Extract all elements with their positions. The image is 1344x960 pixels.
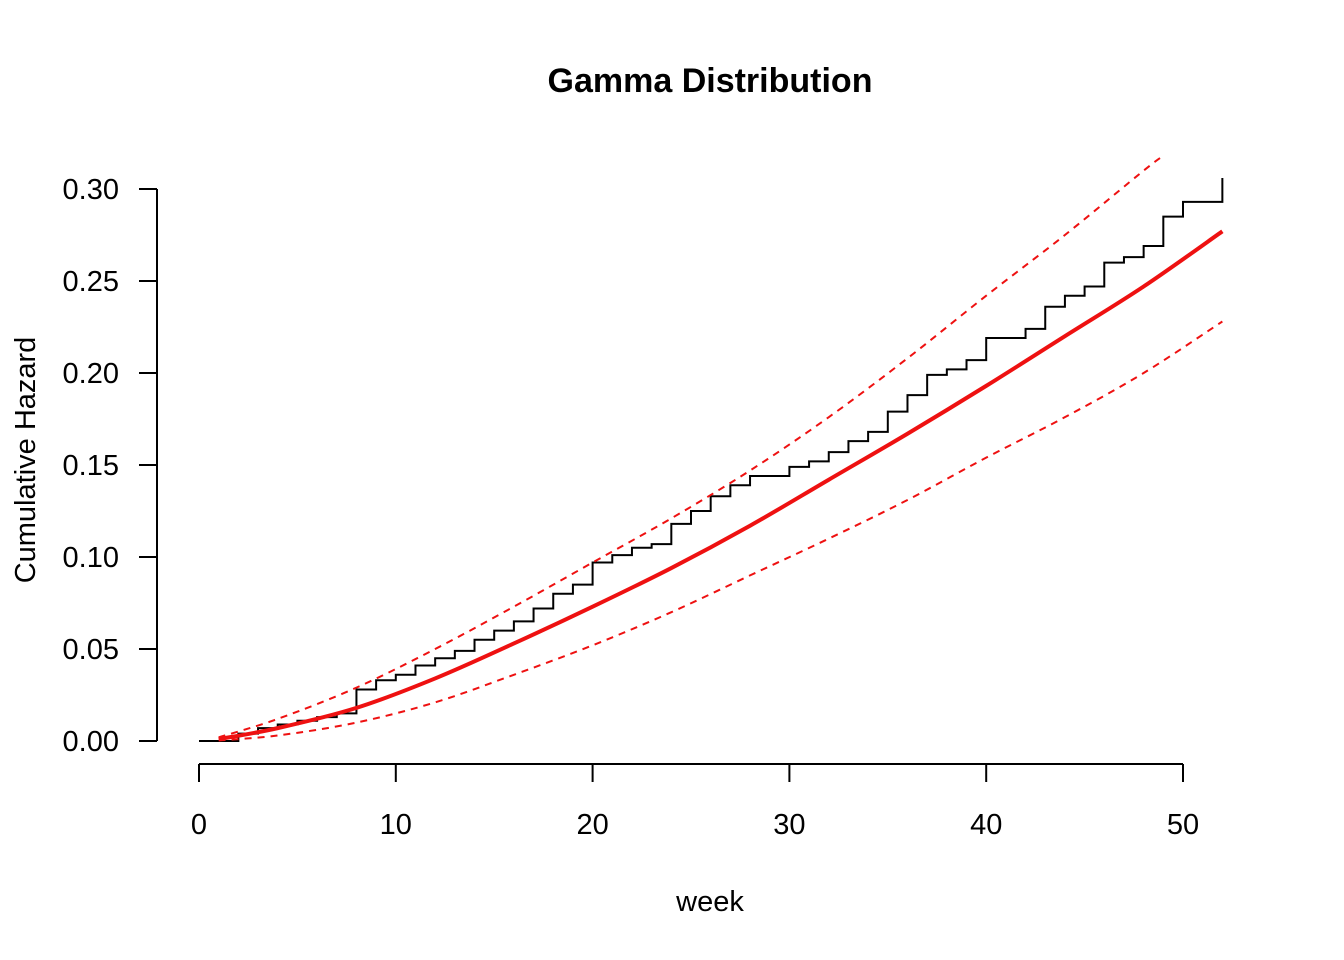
- y-axis: 0.00 0.05 0.10 0.15 0.20 0.25 0.30: [63, 174, 158, 758]
- x-axis-label: week: [675, 886, 744, 918]
- y-tick-label: 0.00: [63, 726, 119, 758]
- y-tick-label: 0.25: [63, 266, 119, 298]
- fitted-line: [218, 229, 1224, 742]
- chart-title: Gamma Distribution: [548, 62, 873, 100]
- series-layer: [199, 155, 1224, 742]
- y-tick-label: 0.20: [63, 358, 119, 390]
- x-tick-label: 30: [773, 809, 805, 841]
- x-axis: 0 10 20 30 40 50: [191, 763, 1199, 841]
- empirical-step-line: [199, 177, 1224, 742]
- upper-ci-line: [218, 155, 1164, 739]
- x-tick-label: 40: [970, 809, 1002, 841]
- y-tick-label: 0.30: [63, 174, 119, 206]
- x-tick-label: 20: [576, 809, 608, 841]
- x-tick-label: 0: [191, 809, 207, 841]
- y-ticks: 0.00 0.05 0.10 0.15 0.20 0.25 0.30: [63, 174, 157, 758]
- x-tick-label: 10: [380, 809, 412, 841]
- x-ticks: 0 10 20 30 40 50: [191, 764, 1199, 841]
- y-axis-label: Cumulative Hazard: [10, 337, 42, 584]
- x-tick-label: 50: [1167, 809, 1199, 841]
- y-tick-label: 0.15: [63, 450, 119, 482]
- lower-ci-line: [218, 320, 1223, 742]
- y-tick-label: 0.05: [63, 634, 119, 666]
- y-tick-label: 0.10: [63, 542, 119, 574]
